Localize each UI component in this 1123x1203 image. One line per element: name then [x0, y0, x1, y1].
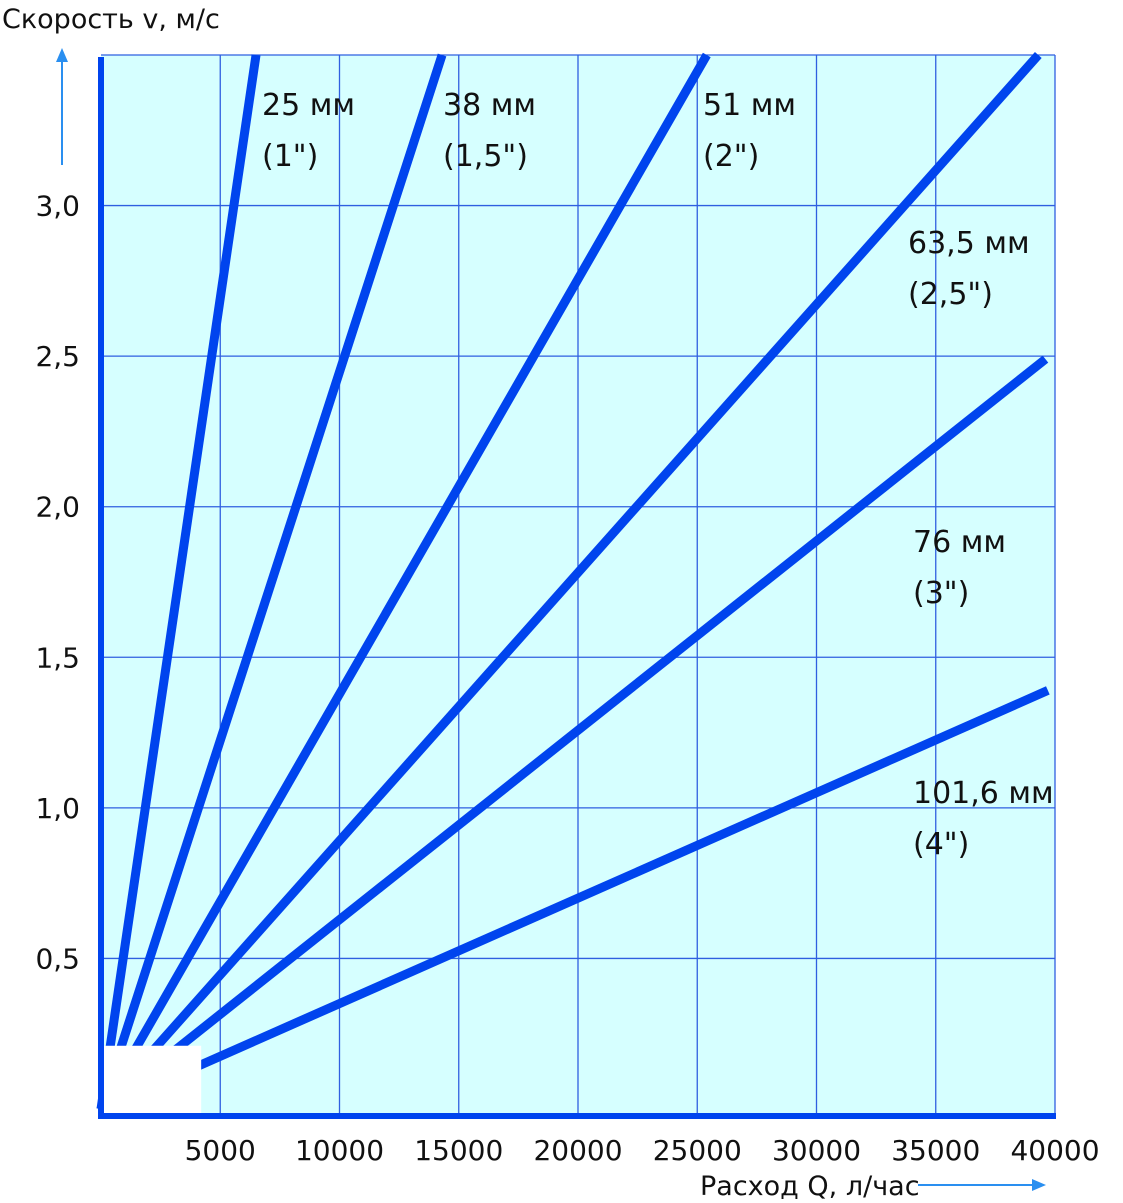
series-line-5: [99, 686, 1050, 1114]
x-tick-label: 20000: [533, 1134, 622, 1167]
y-tick-label: 0,5: [35, 942, 80, 975]
x-tick-label: 35000: [891, 1134, 980, 1167]
masked-region: [103, 1045, 202, 1116]
y-tick-label: 2,5: [35, 340, 80, 373]
x-tick-label: 15000: [414, 1134, 503, 1167]
x-tick-label: 10000: [295, 1134, 384, 1167]
series-sublabel: (1"): [262, 139, 318, 174]
series-sublabel: (4"): [913, 827, 969, 862]
series-line-0: [96, 54, 261, 1110]
series-sublabel: (2"): [703, 139, 759, 174]
series-line-1: [96, 53, 447, 1111]
x-arrow-icon: [918, 1179, 1046, 1191]
series-lines: [96, 52, 1050, 1114]
series-label: 38 мм: [443, 88, 536, 123]
series-label: 101,6 мм: [913, 776, 1054, 811]
series-line-2: [97, 52, 711, 1112]
x-tick-label: 25000: [653, 1134, 742, 1167]
series-line-4: [98, 355, 1049, 1113]
x-tick-label: 30000: [772, 1134, 861, 1167]
x-tick-label: 40000: [1010, 1134, 1099, 1167]
y-axis-label: Скорость v, м/с: [2, 4, 220, 35]
series-sublabel: (1,5"): [443, 139, 528, 174]
y-tick-label: 3,0: [35, 190, 80, 223]
series-sublabel: (3"): [913, 576, 969, 611]
y-tick-label: 2,0: [35, 491, 80, 524]
series-label: 25 мм: [262, 88, 355, 123]
series-label: 76 мм: [913, 525, 1006, 560]
tick-labels: 5000 10000 15000 20000 25000 30000 35000 40000 0…: [35, 190, 1099, 1167]
y-tick-label: 1,0: [35, 792, 80, 825]
series-line-3: [97, 52, 1042, 1112]
x-axis-label: Расход Q, л/час: [700, 1171, 920, 1202]
x-tick-label: 5000: [185, 1134, 256, 1167]
grid: [101, 54, 1056, 1116]
series-label: 63,5 мм: [908, 226, 1030, 261]
y-tick-label: 1,5: [35, 641, 80, 674]
series-label: 51 мм: [703, 88, 796, 123]
series-sublabel: (2,5"): [908, 277, 993, 312]
y-arrow-icon: [56, 48, 68, 165]
series-labels: 25 мм (1") 38 мм (1,5") 51 мм (2") 63,5 мм (2,5…: [262, 88, 1054, 862]
